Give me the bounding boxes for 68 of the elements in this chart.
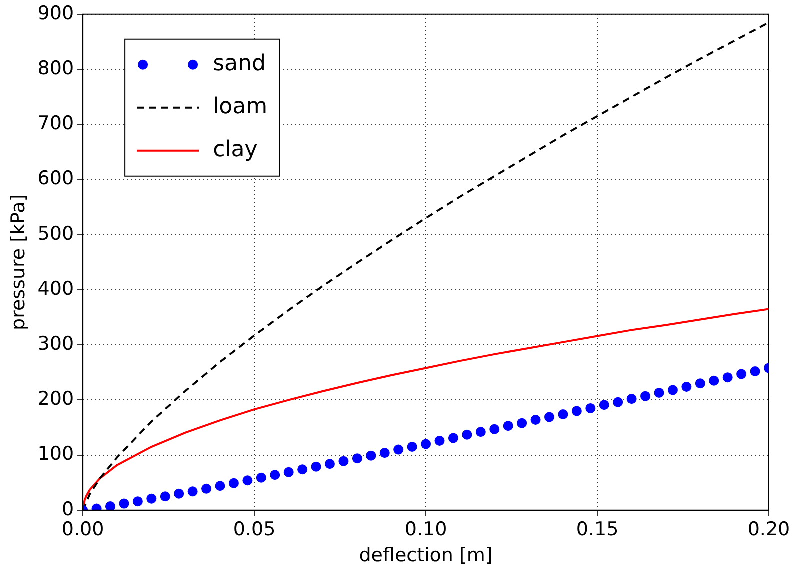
point xyxy=(366,450,376,461)
point xyxy=(448,433,458,444)
y-tick-label: 400 xyxy=(38,278,74,300)
point xyxy=(298,464,308,475)
point xyxy=(613,397,624,408)
point xyxy=(626,394,637,404)
point xyxy=(722,372,733,383)
x-tick-label: 0.00 xyxy=(62,518,104,541)
point xyxy=(434,436,445,446)
point xyxy=(338,456,349,466)
y-tick-label: 900 xyxy=(38,2,74,24)
point xyxy=(311,462,322,472)
point xyxy=(476,427,486,438)
point xyxy=(695,378,706,389)
x-axis-title: deflection [m] xyxy=(359,544,493,567)
point xyxy=(421,439,432,450)
point xyxy=(106,502,116,510)
point xyxy=(736,369,747,380)
point xyxy=(503,421,514,432)
point xyxy=(270,470,280,480)
x-tick-label: 0.10 xyxy=(404,518,448,541)
y-tick-label: 200 xyxy=(38,388,74,410)
point xyxy=(394,444,404,455)
point xyxy=(202,484,212,494)
point xyxy=(228,478,239,488)
y-tick-label: 600 xyxy=(38,168,74,190)
y-tick-label: 300 xyxy=(38,333,74,356)
point xyxy=(188,486,198,497)
point xyxy=(640,391,651,402)
point xyxy=(146,494,157,504)
y-tick-label: 700 xyxy=(38,112,74,135)
point xyxy=(544,412,554,422)
point xyxy=(352,454,362,464)
legend-label: sand xyxy=(213,52,266,77)
point xyxy=(242,476,253,486)
y-axis-title: pressure [kPa] xyxy=(7,194,30,330)
point xyxy=(119,498,130,509)
point xyxy=(215,481,226,492)
y-tick-label: 100 xyxy=(38,443,74,466)
y-tick-label: 0 xyxy=(62,498,74,520)
x-tick-label: 0.05 xyxy=(233,518,276,541)
point xyxy=(682,382,692,392)
point xyxy=(530,415,541,426)
y-tick-label: 800 xyxy=(38,57,74,80)
x-tick-label: 0.15 xyxy=(576,518,619,541)
y-tick-label: 500 xyxy=(38,222,74,245)
point xyxy=(284,467,294,478)
point xyxy=(174,488,184,499)
point xyxy=(325,459,335,470)
point xyxy=(256,472,266,483)
point xyxy=(462,430,472,440)
point xyxy=(709,376,720,386)
point xyxy=(517,418,528,428)
point xyxy=(407,442,418,452)
point xyxy=(160,492,170,502)
point xyxy=(558,410,568,420)
point xyxy=(599,400,610,410)
point xyxy=(750,366,760,377)
point xyxy=(572,406,582,416)
point xyxy=(668,385,678,396)
legend-label: clay xyxy=(213,138,258,163)
point xyxy=(380,448,390,458)
x-tick-label: 0.20 xyxy=(748,518,790,541)
point xyxy=(654,388,664,398)
point xyxy=(490,424,500,434)
point xyxy=(586,403,596,414)
point xyxy=(132,496,143,507)
legend-label: loam xyxy=(213,94,268,120)
